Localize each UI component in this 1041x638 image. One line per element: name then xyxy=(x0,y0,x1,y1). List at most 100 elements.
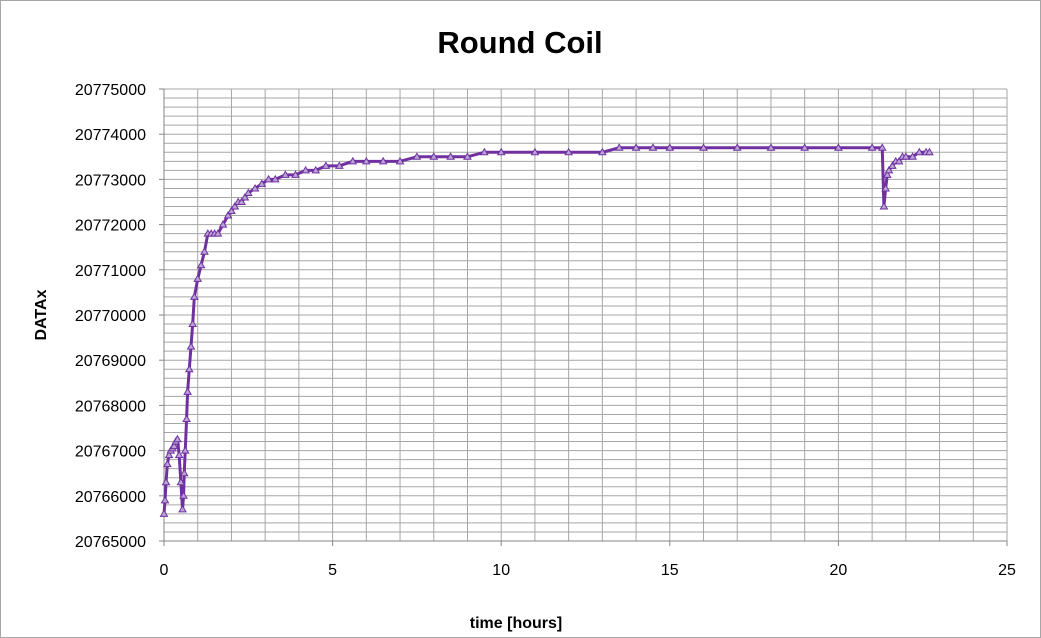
data-point xyxy=(732,143,742,151)
data-point xyxy=(530,147,540,156)
data-point xyxy=(597,147,607,156)
data-point xyxy=(161,477,171,486)
data-point xyxy=(218,220,228,228)
data-point xyxy=(766,143,776,151)
y-tick-label: 20773000 xyxy=(75,172,146,189)
y-tick-label: 20775000 xyxy=(75,82,146,99)
data-point xyxy=(230,202,240,210)
x-tick-label: 0 xyxy=(160,562,169,579)
data-point xyxy=(914,147,924,156)
data-point xyxy=(334,161,344,169)
series-trace xyxy=(162,146,930,514)
x-tick-label: 10 xyxy=(492,562,510,579)
data-point xyxy=(270,174,280,183)
data-point xyxy=(176,477,186,486)
data-point xyxy=(908,152,917,160)
data-point xyxy=(200,247,209,255)
data-point xyxy=(412,152,422,160)
data-point xyxy=(184,364,194,373)
data-point xyxy=(169,441,179,450)
data-point xyxy=(887,161,897,169)
data-point xyxy=(227,206,236,215)
y-tick-label: 20771000 xyxy=(75,263,146,280)
y-tick-label: 20768000 xyxy=(75,398,146,415)
data-point xyxy=(243,188,253,196)
y-axis-title: DATAx xyxy=(33,289,50,340)
data-point xyxy=(699,143,708,151)
data-point xyxy=(257,179,267,187)
x-tick-label: 25 xyxy=(998,562,1016,579)
data-point xyxy=(463,152,472,160)
data-point xyxy=(193,274,203,282)
data-point xyxy=(867,143,877,151)
data-point xyxy=(925,147,934,156)
data-point xyxy=(877,143,887,151)
data-point xyxy=(179,491,188,499)
data-point xyxy=(446,152,455,160)
y-tick-label: 20772000 xyxy=(75,218,146,235)
data-point xyxy=(378,156,388,165)
data-point xyxy=(160,495,170,504)
data-point xyxy=(631,143,641,151)
data-point xyxy=(665,143,675,151)
data-point xyxy=(159,509,169,517)
x-tick-label: 20 xyxy=(830,562,848,579)
data-points xyxy=(159,143,934,517)
data-point xyxy=(174,450,184,459)
data-point xyxy=(800,143,810,151)
data-point xyxy=(311,165,321,174)
data-point xyxy=(240,192,250,201)
data-point xyxy=(189,292,199,300)
data-point xyxy=(163,459,172,468)
data-point xyxy=(164,450,174,459)
data-point xyxy=(564,147,574,156)
data-point xyxy=(614,143,624,151)
data-point xyxy=(213,229,223,237)
y-tick-label: 20767000 xyxy=(75,444,146,461)
data-point xyxy=(291,170,300,178)
data-point xyxy=(496,147,506,156)
data-point xyxy=(281,170,290,178)
data-point xyxy=(186,342,196,350)
data-point xyxy=(196,260,206,269)
x-axis-title: time [hours] xyxy=(470,615,562,632)
grid-lines xyxy=(163,88,1008,542)
data-point xyxy=(894,156,904,165)
data-point xyxy=(188,319,198,328)
chart-title: Round Coil xyxy=(437,25,602,60)
data-point xyxy=(879,202,889,210)
data-point xyxy=(901,152,911,160)
data-point xyxy=(223,211,233,219)
y-tick-label: 20766000 xyxy=(75,489,146,506)
data-point xyxy=(395,156,405,165)
data-point xyxy=(250,183,260,192)
tick-labels: 20765000 20766000 20767000 20768000 20769000… xyxy=(75,82,1016,579)
data-point xyxy=(321,161,331,169)
data-point xyxy=(264,174,273,183)
y-tick-label: 20769000 xyxy=(75,353,146,370)
data-point xyxy=(429,152,439,160)
y-tick-label: 20774000 xyxy=(75,127,146,144)
data-point xyxy=(834,143,843,151)
data-point xyxy=(882,170,892,178)
y-tick-label: 20770000 xyxy=(75,308,146,325)
data-point xyxy=(237,197,246,205)
data-point xyxy=(180,446,190,454)
data-point xyxy=(301,165,310,174)
data-point xyxy=(183,387,192,395)
x-tick-label: 5 xyxy=(328,562,337,579)
x-tick-label: 15 xyxy=(661,562,679,579)
data-point xyxy=(361,156,371,165)
data-point xyxy=(648,143,658,151)
data-point xyxy=(179,468,189,477)
y-tick-label: 20765000 xyxy=(75,534,146,551)
data-point xyxy=(348,156,358,165)
data-point xyxy=(884,165,894,174)
data-point xyxy=(479,147,489,156)
data-point xyxy=(178,504,187,513)
data-point xyxy=(173,434,182,443)
data-point xyxy=(182,414,191,422)
data-point xyxy=(881,183,890,192)
